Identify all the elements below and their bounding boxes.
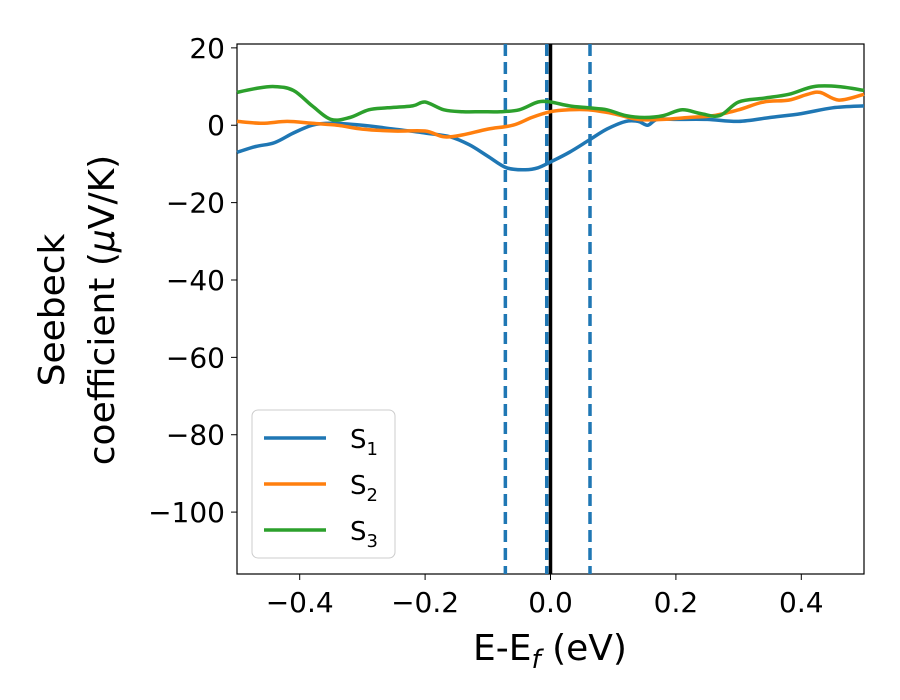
- y-tick-label: −80: [166, 419, 225, 452]
- y-axis-label-line2: coefficient (μV/K): [82, 155, 123, 465]
- x-tick-label: 0.0: [528, 586, 573, 619]
- legend: S1 S2 S3: [251, 409, 396, 559]
- y-axis-label-line1: Seebeck: [32, 233, 73, 386]
- reference-lines: [503, 44, 592, 574]
- legend-label-s2: S2: [350, 471, 378, 506]
- x-tick-label: −0.2: [391, 586, 459, 619]
- legend-label-s3: S3: [350, 517, 378, 552]
- y-tick-label: 0: [207, 109, 225, 142]
- series-lines: [236, 84, 865, 172]
- y-tick-label: −60: [166, 341, 225, 374]
- legend-label-s1: S1: [350, 425, 378, 460]
- y-tick-label: −20: [166, 187, 225, 220]
- y-tick-label: −100: [148, 496, 225, 529]
- series-line-s3: [236, 84, 865, 122]
- y-axis-label: Seebeck coefficient (μV/K): [32, 155, 123, 465]
- x-axis: −0.4 −0.2 0.0 0.2 0.4: [266, 574, 824, 619]
- series-line-s2: [236, 90, 865, 139]
- x-tick-label: 0.2: [654, 586, 699, 619]
- y-axis: 20 0 −20 −40 −60 −80 −100: [148, 32, 237, 529]
- y-tick-label: −40: [166, 264, 225, 297]
- x-tick-label: −0.4: [266, 586, 334, 619]
- y-tick-label: 20: [189, 32, 225, 65]
- x-tick-label: 0.4: [779, 586, 824, 619]
- x-axis-label: E-Ef (eV): [473, 628, 627, 675]
